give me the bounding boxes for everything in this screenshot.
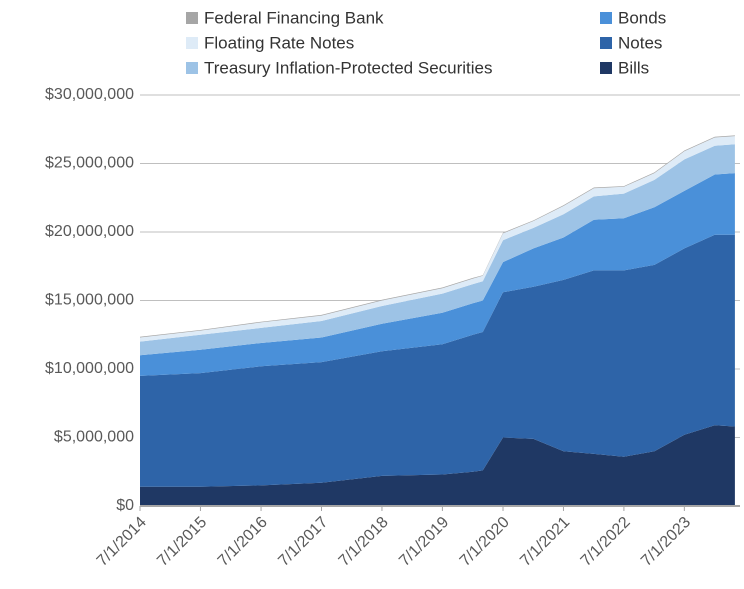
- x-tick-label: 7/1/2015: [154, 514, 210, 570]
- y-tick-label: $30,000,000: [45, 86, 134, 103]
- y-tick-label: $15,000,000: [45, 292, 134, 309]
- y-tick-label: $10,000,000: [45, 360, 134, 377]
- x-tick-label: 7/1/2017: [275, 514, 331, 570]
- x-tick-label: 7/1/2014: [94, 514, 150, 570]
- legend-swatch: [186, 37, 198, 49]
- y-tick-label: $20,000,000: [45, 223, 134, 240]
- x-tick-label: 7/1/2016: [215, 514, 271, 570]
- legend-label: Bonds: [618, 8, 666, 27]
- area: [140, 144, 735, 356]
- x-tick-label: 7/1/2020: [457, 514, 513, 570]
- legend-swatch: [600, 62, 612, 74]
- legend-swatch: [186, 12, 198, 24]
- area: [140, 425, 735, 506]
- x-tick-label: 7/1/2021: [517, 514, 573, 570]
- legend-label: Floating Rate Notes: [204, 33, 354, 52]
- y-tick-label: $25,000,000: [45, 155, 134, 172]
- y-tick-label: $0: [116, 497, 134, 514]
- legend-label: Bills: [618, 58, 649, 77]
- x-tick-label: 7/1/2023: [638, 514, 694, 570]
- x-tick-label: 7/1/2019: [396, 514, 452, 570]
- legend-swatch: [186, 62, 198, 74]
- legend-label: Treasury Inflation-Protected Securities: [204, 58, 493, 77]
- legend-label: Federal Financing Bank: [204, 8, 384, 27]
- legend-swatch: [600, 37, 612, 49]
- y-tick-label: $5,000,000: [54, 429, 134, 446]
- x-tick-label: 7/1/2022: [578, 514, 634, 570]
- legend-label: Notes: [618, 33, 662, 52]
- x-tick-label: 7/1/2018: [336, 514, 392, 570]
- area: [140, 173, 735, 376]
- area: [140, 234, 735, 487]
- legend-swatch: [600, 12, 612, 24]
